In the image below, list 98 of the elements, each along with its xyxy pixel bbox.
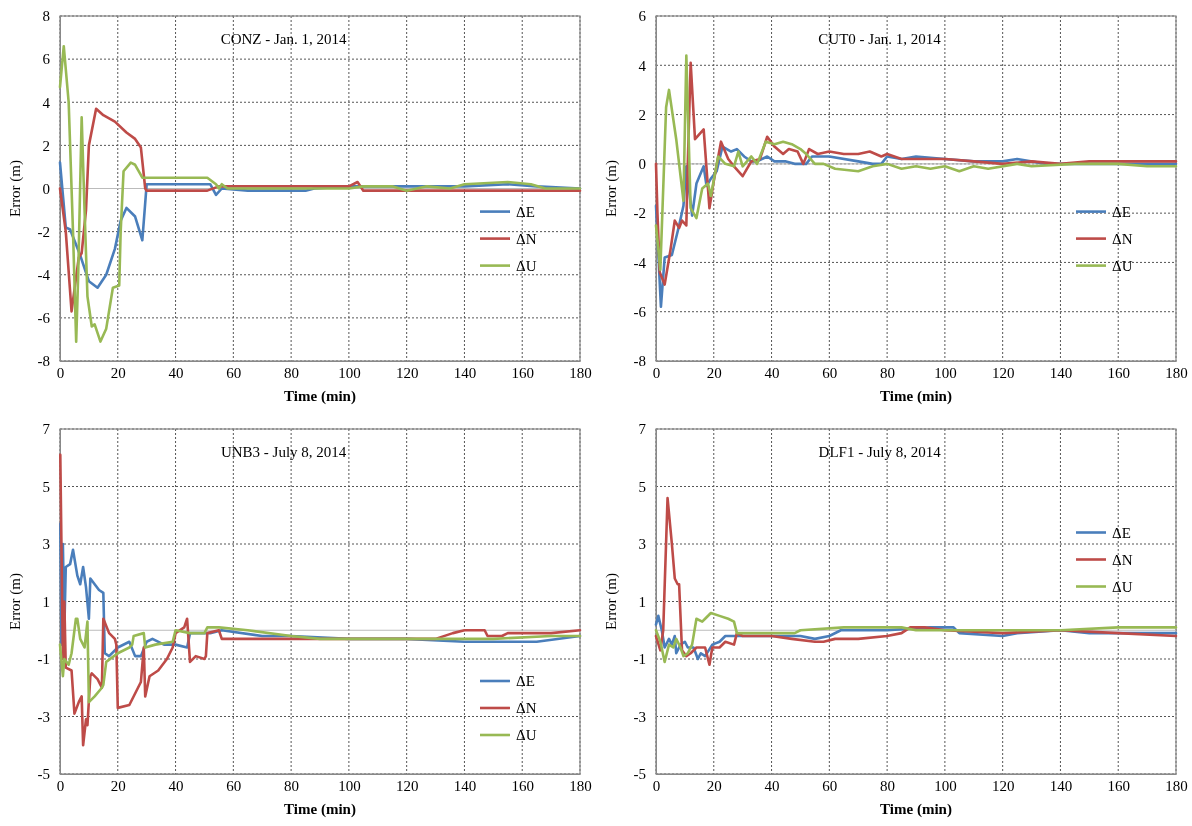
y-tick-label: 5 [638,478,646,495]
legend-label: ΔU [516,257,537,274]
y-tick-label: -1 [633,651,646,668]
y-tick-label: -4 [633,254,647,271]
text: CONZ - Jan. 1, 2014 [220,31,348,47]
legend-label: ΔN [1112,230,1133,247]
y-axis-title: Error (m) [7,572,24,631]
x-tick-label: 60 [822,364,838,381]
y-tick-label: 3 [42,536,50,553]
y-axis-title: Error (m) [7,159,24,218]
y-axis-title: Error (m) [603,572,620,631]
y-tick-label: -8 [633,353,646,370]
legend-label: ΔN [1112,551,1133,568]
x-tick-label: 100 [338,777,361,794]
x-tick-label: 20 [110,777,126,794]
legend-label: ΔE [1112,524,1131,541]
x-tick-label: 60 [822,777,838,794]
line-series [58,107,582,313]
x-axis-title: Time (min) [880,801,952,818]
x-tick-label: 120 [395,777,419,794]
y-tick-label: 4 [638,57,647,74]
x-tick-label: 60 [226,364,242,381]
x-tick-label: 40 [168,777,184,794]
y-tick-label: 8 [42,8,50,25]
x-tick-label: 80 [880,777,896,794]
x-tick-label: 40 [764,364,780,381]
y-tick-label: -5 [37,766,50,783]
x-tick-label: 0 [56,777,65,794]
x-tick-label: 40 [168,364,184,381]
y-tick-label: -2 [633,205,646,222]
y-tick-label: -4 [37,267,51,284]
y-tick-label: 5 [42,478,50,495]
x-tick-label: 80 [284,777,300,794]
legend-label: ΔE [516,203,535,220]
x-tick-label: 80 [284,364,300,381]
y-tick-label: 0 [42,180,50,197]
y-tick-label: -1 [37,651,50,668]
x-tick-label: 160 [511,777,534,794]
x-tick-label: 100 [934,364,957,381]
x-tick-label: 180 [569,777,592,794]
y-tick-label: 1 [42,593,50,610]
y-tick-label: 6 [638,8,647,25]
x-tick-label: 0 [652,777,661,794]
x-tick-label: 140 [1049,777,1073,794]
y-tick-label: -5 [633,766,646,783]
x-axis-title: Time (min) [880,388,952,405]
x-tick-label: 180 [569,364,592,381]
line-series [58,617,582,704]
legend-label: ΔN [516,700,537,716]
legend-label: ΔU [516,727,537,743]
x-tick-label: 100 [338,364,361,381]
y-tick-label: 0 [638,156,646,173]
text: CUT0 - Jan. 1, 2014 [818,31,942,47]
x-tick-label: 120 [991,364,1015,381]
y-tick-label: -6 [633,304,647,321]
x-tick-label: 60 [226,777,242,794]
y-tick-label: -2 [37,223,50,240]
legend-label: ΔN [516,230,537,247]
y-tick-label: -6 [37,310,51,327]
x-tick-label: 20 [110,364,126,381]
y-tick-label: 7 [42,421,51,438]
x-tick-label: 100 [934,777,957,794]
x-tick-label: 120 [991,777,1015,794]
x-tick-label: 140 [1049,364,1073,381]
x-axis-title: Time (min) [284,801,356,818]
text: DLF1 - July 8, 2014 [818,444,942,460]
legend-label: ΔE [516,673,535,689]
x-tick-label: 140 [453,364,477,381]
x-tick-label: 0 [56,364,65,381]
y-tick-label: -3 [37,708,50,725]
y-tick-label: -8 [37,353,50,370]
legend-label: ΔU [1112,578,1133,595]
x-tick-label: 140 [453,777,477,794]
x-tick-label: 180 [1165,364,1188,381]
y-tick-label: 1 [638,593,646,610]
x-axis-title: Time (min) [284,388,356,405]
y-tick-label: 3 [638,536,646,553]
x-tick-label: 160 [511,364,534,381]
x-tick-label: 180 [1165,777,1188,794]
y-tick-label: 2 [638,106,646,123]
x-tick-label: 0 [652,364,661,381]
y-tick-label: 7 [638,421,647,438]
y-tick-label: 4 [42,94,51,111]
x-tick-label: 20 [706,777,722,794]
x-tick-label: 40 [764,777,780,794]
x-tick-label: 80 [880,364,896,381]
x-tick-label: 160 [1107,777,1130,794]
y-tick-label: 2 [42,137,50,154]
legend-label: ΔE [1112,203,1131,220]
x-tick-label: 120 [395,364,419,381]
y-axis-title: Error (m) [603,159,620,218]
y-tick-label: 6 [42,51,51,68]
line-series [58,44,582,343]
y-tick-label: -3 [633,708,646,725]
legend-label: ΔU [1112,257,1133,274]
x-tick-label: 20 [706,364,722,381]
x-tick-label: 160 [1107,364,1130,381]
text: UNB3 - July 8, 2014 [220,444,347,460]
